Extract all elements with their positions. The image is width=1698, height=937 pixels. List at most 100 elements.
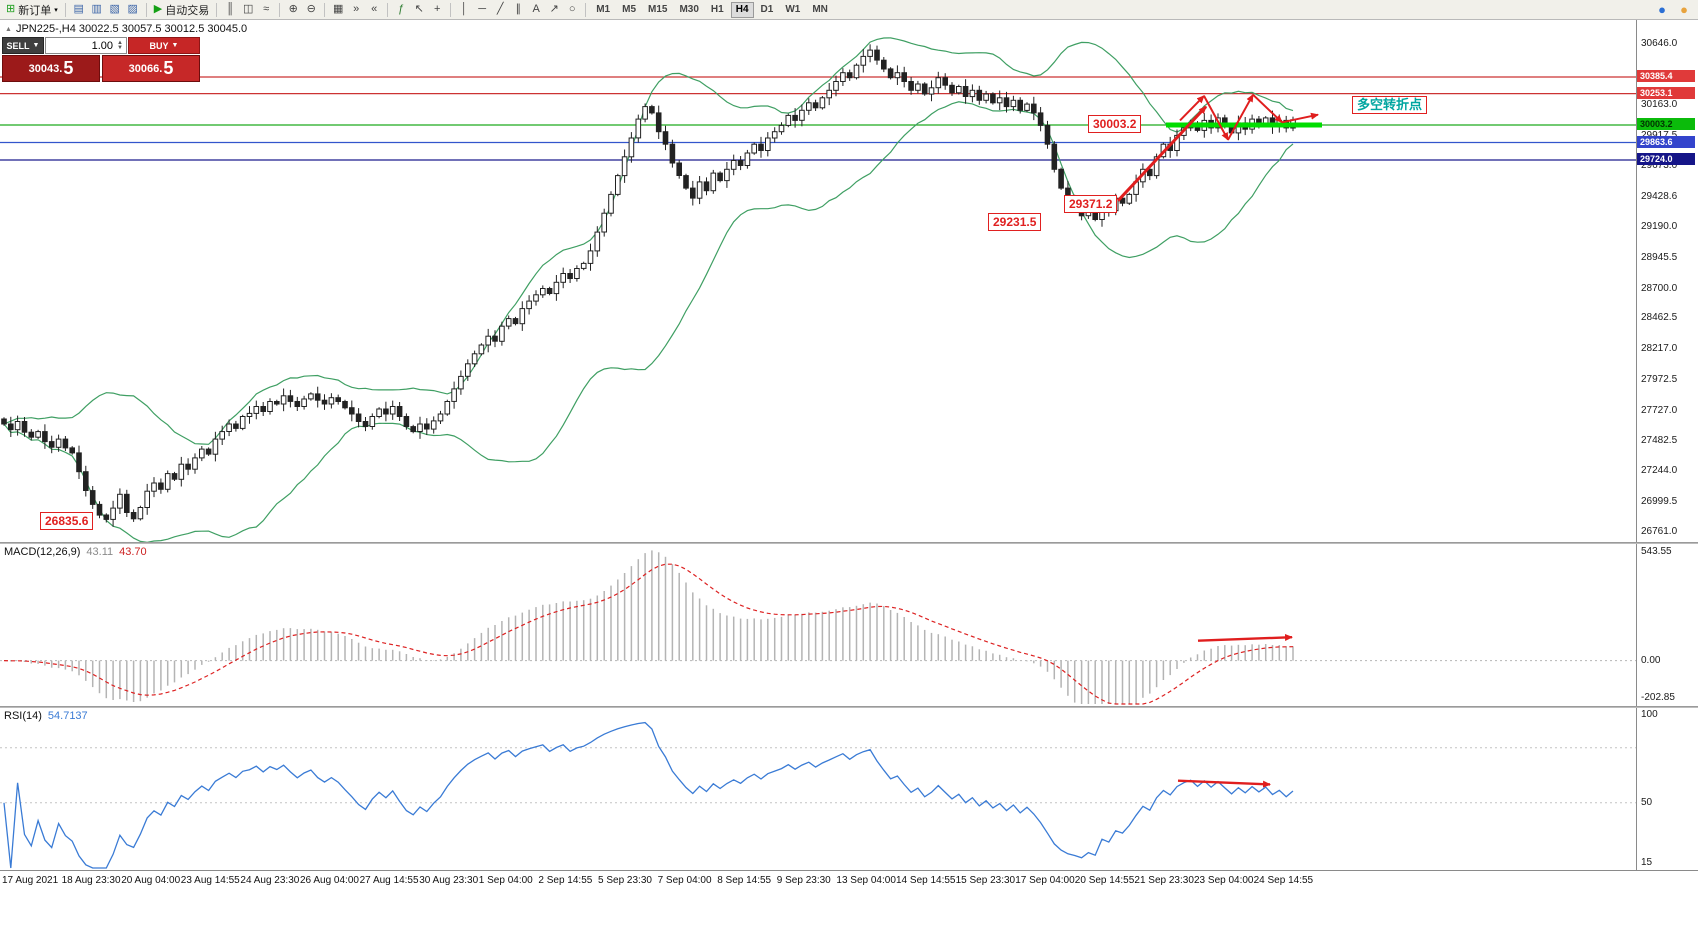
trend-arrow bbox=[1116, 105, 1208, 202]
buy-mode-dropdown[interactable]: BUY ▼ bbox=[128, 37, 200, 54]
time-label: 20 Aug 04:00 bbox=[121, 875, 181, 886]
timeframe-D1-button[interactable]: D1 bbox=[756, 2, 779, 18]
toolbar-line-chart-button[interactable]: ≈ bbox=[257, 1, 275, 19]
cursor-icon: ↖ bbox=[414, 3, 424, 15]
axis-price-label: 29673.0 bbox=[1641, 160, 1678, 172]
timeframe-M15-button[interactable]: M15 bbox=[643, 2, 672, 18]
toolbar-text-label-button[interactable]: A bbox=[527, 1, 545, 19]
toolbar-cursor-button[interactable]: ↖ bbox=[410, 1, 428, 19]
toolbar-zoom-in-button[interactable]: ⊕ bbox=[284, 1, 302, 19]
axis-price-badge: 30385.4 bbox=[1637, 70, 1695, 83]
toolbar-new-order-button[interactable]: ⊞ 新订单 ▾ bbox=[3, 1, 61, 19]
symbol-ohlc-label: ▲ JPN225-,H4 30022.5 30057.5 30012.5 300… bbox=[5, 23, 248, 35]
chevron-down-icon: ▼ bbox=[171, 42, 179, 49]
time-label: 30 Aug 23:30 bbox=[419, 875, 479, 886]
macd-panel[interactable]: 543.55 0.00 -202.85 MACD(12,26,9) 43.11 43.7… bbox=[0, 544, 1698, 706]
time-label: 17 Sep 04:00 bbox=[1015, 875, 1075, 886]
time-axis[interactable]: 17 Aug 2021 18 Aug 23:30 20 Aug 04:00 23 Au… bbox=[0, 870, 1698, 890]
chevron-down-icon: ▾ bbox=[54, 6, 58, 14]
time-label: 1 Sep 04:00 bbox=[478, 875, 533, 886]
timeframe-M5-button[interactable]: M5 bbox=[617, 2, 641, 18]
volume-input[interactable]: 1.00 ▲ ▼ bbox=[45, 37, 127, 54]
rsi-panel[interactable]: 100 50 15 RSI(14) 54.7137 bbox=[0, 708, 1698, 870]
axis-price-label: 27727.0 bbox=[1641, 404, 1678, 416]
toolbar-separator bbox=[387, 2, 389, 17]
toolbar-equidistant-channel-button[interactable]: ∥ bbox=[509, 1, 527, 19]
autotrading-icon: ▶ bbox=[153, 3, 163, 15]
toolbar-horizontal-line-button[interactable]: ─ bbox=[473, 1, 491, 19]
toolbar-tile-windows-button[interactable]: ▦ bbox=[329, 1, 347, 19]
timeframe-M1-button[interactable]: M1 bbox=[591, 2, 615, 18]
vertical-line-icon: │ bbox=[460, 3, 468, 15]
toolbar-data-window-button[interactable]: ▥ bbox=[88, 1, 106, 19]
window-footer bbox=[0, 890, 1698, 937]
rsi-axis-label: 15 bbox=[1641, 857, 1653, 868]
macd-axis-label: -202.85 bbox=[1641, 692, 1675, 703]
toolbar-crosshair-button[interactable]: + bbox=[428, 1, 446, 19]
price-axis[interactable]: 30646.030401.530163.029917.529673.029428… bbox=[1636, 20, 1698, 542]
volume-stepper-icon[interactable]: ▲ ▼ bbox=[117, 39, 123, 51]
toolbar-zoom-out-button[interactable]: ⊖ bbox=[302, 1, 320, 19]
buy-price-button[interactable]: 30066. 5 bbox=[102, 55, 200, 82]
toolbar-candlestick-chart-button[interactable]: ◫ bbox=[239, 1, 257, 19]
timeframe-H1-button[interactable]: H1 bbox=[706, 2, 729, 18]
axis-price-badge: 29863.6 bbox=[1637, 135, 1695, 148]
time-label: 23 Aug 14:55 bbox=[180, 875, 240, 886]
toolbar-auto-scroll-button[interactable]: » bbox=[347, 1, 365, 19]
timeframe-H4-button[interactable]: H4 bbox=[730, 1, 754, 18]
toolbar-bar-chart-button[interactable]: ║ bbox=[221, 1, 239, 19]
toolbar-arrows-object-button[interactable]: ↗ bbox=[545, 1, 563, 19]
trendline-icon: ╱ bbox=[496, 3, 504, 15]
trend-arrow bbox=[1252, 93, 1283, 124]
panel-separator[interactable] bbox=[0, 542, 1698, 544]
time-label: 24 Aug 23:30 bbox=[240, 875, 300, 886]
axis-price-label: 30163.0 bbox=[1641, 98, 1678, 110]
trend-arrow bbox=[1203, 95, 1229, 141]
toolbar-terminal-button[interactable]: ▨ bbox=[124, 1, 142, 19]
rsi-canvas[interactable] bbox=[0, 708, 1636, 870]
time-label: 5 Sep 23:30 bbox=[598, 875, 652, 886]
axis-price-badge: 30003.2 bbox=[1637, 118, 1695, 130]
one-click-collapse-icon[interactable]: ▲ bbox=[5, 25, 12, 33]
toolbar: ⊞ 新订单 ▾ ▤ ▥ ▧ ▨ ▶ 自动交易 ║ ◫ ≈ ⊕ ⊖ ▦» «ƒ ↖ + │ ─ ╱ ∥ A ↗ ○ M1 M5 M15 M… bbox=[0, 0, 1698, 20]
time-label: 23 Sep 04:00 bbox=[1194, 875, 1254, 886]
axis-price-label: 26999.5 bbox=[1641, 495, 1678, 507]
main-chart-panel[interactable]: 30646.030401.530163.029917.529673.029428… bbox=[0, 20, 1698, 542]
rsi-axis-label: 50 bbox=[1641, 796, 1653, 808]
panel-separator[interactable] bbox=[0, 706, 1698, 708]
timeframe-MN-button[interactable]: MN bbox=[807, 2, 833, 18]
new-order-icon: ⊞ bbox=[6, 3, 16, 15]
time-label: 24 Sep 14:55 bbox=[1253, 875, 1314, 886]
sell-mode-dropdown[interactable]: SELL ▼ bbox=[2, 37, 44, 54]
toolbar-community-button[interactable]: ● bbox=[1675, 1, 1693, 19]
toolbar-chart-shift-button[interactable]: « bbox=[365, 1, 383, 19]
axis-price-badge: 29724.0 bbox=[1637, 153, 1695, 166]
indicators-icon: ƒ bbox=[398, 3, 405, 15]
toolbar-trendline-button[interactable]: ╱ bbox=[491, 1, 509, 19]
toolbar-market-watch-button[interactable]: ▤ bbox=[70, 1, 88, 19]
price-chart-canvas[interactable] bbox=[0, 20, 1636, 542]
toolbar-search-button[interactable]: ● bbox=[1653, 1, 1671, 19]
market-watch-icon: ▤ bbox=[73, 3, 84, 15]
axis-price-label: 29917.5 bbox=[1641, 130, 1677, 141]
toolbar-separator bbox=[279, 2, 281, 17]
rsi-axis-label: 100 bbox=[1641, 709, 1658, 720]
toolbar-autotrading-button[interactable]: ▶ 自动交易 bbox=[151, 1, 212, 19]
toolbar-indicators-button[interactable]: ƒ bbox=[392, 1, 410, 19]
toolbar-separator bbox=[64, 2, 66, 17]
toolbar-shapes-button[interactable]: ○ bbox=[563, 1, 581, 19]
toolbar-navigator-button[interactable]: ▧ bbox=[106, 1, 124, 19]
macd-histogram bbox=[10, 550, 1294, 704]
timeframe-M30-button[interactable]: M30 bbox=[674, 2, 703, 18]
axis-price-label: 27972.5 bbox=[1641, 373, 1678, 385]
macd-canvas[interactable] bbox=[0, 544, 1636, 706]
toolbar-separator bbox=[450, 2, 452, 17]
time-label: 7 Sep 04:00 bbox=[657, 875, 712, 886]
sell-price-button[interactable]: 30043. 5 bbox=[2, 55, 100, 82]
rsi-axis: 100 50 15 bbox=[1636, 708, 1698, 870]
axis-price-label: 27244.0 bbox=[1641, 465, 1678, 477]
trend-arrow bbox=[1227, 93, 1254, 141]
navigator-icon: ▧ bbox=[109, 3, 120, 15]
timeframe-W1-button[interactable]: W1 bbox=[780, 2, 805, 18]
toolbar-vertical-line-button[interactable]: │ bbox=[455, 1, 473, 19]
